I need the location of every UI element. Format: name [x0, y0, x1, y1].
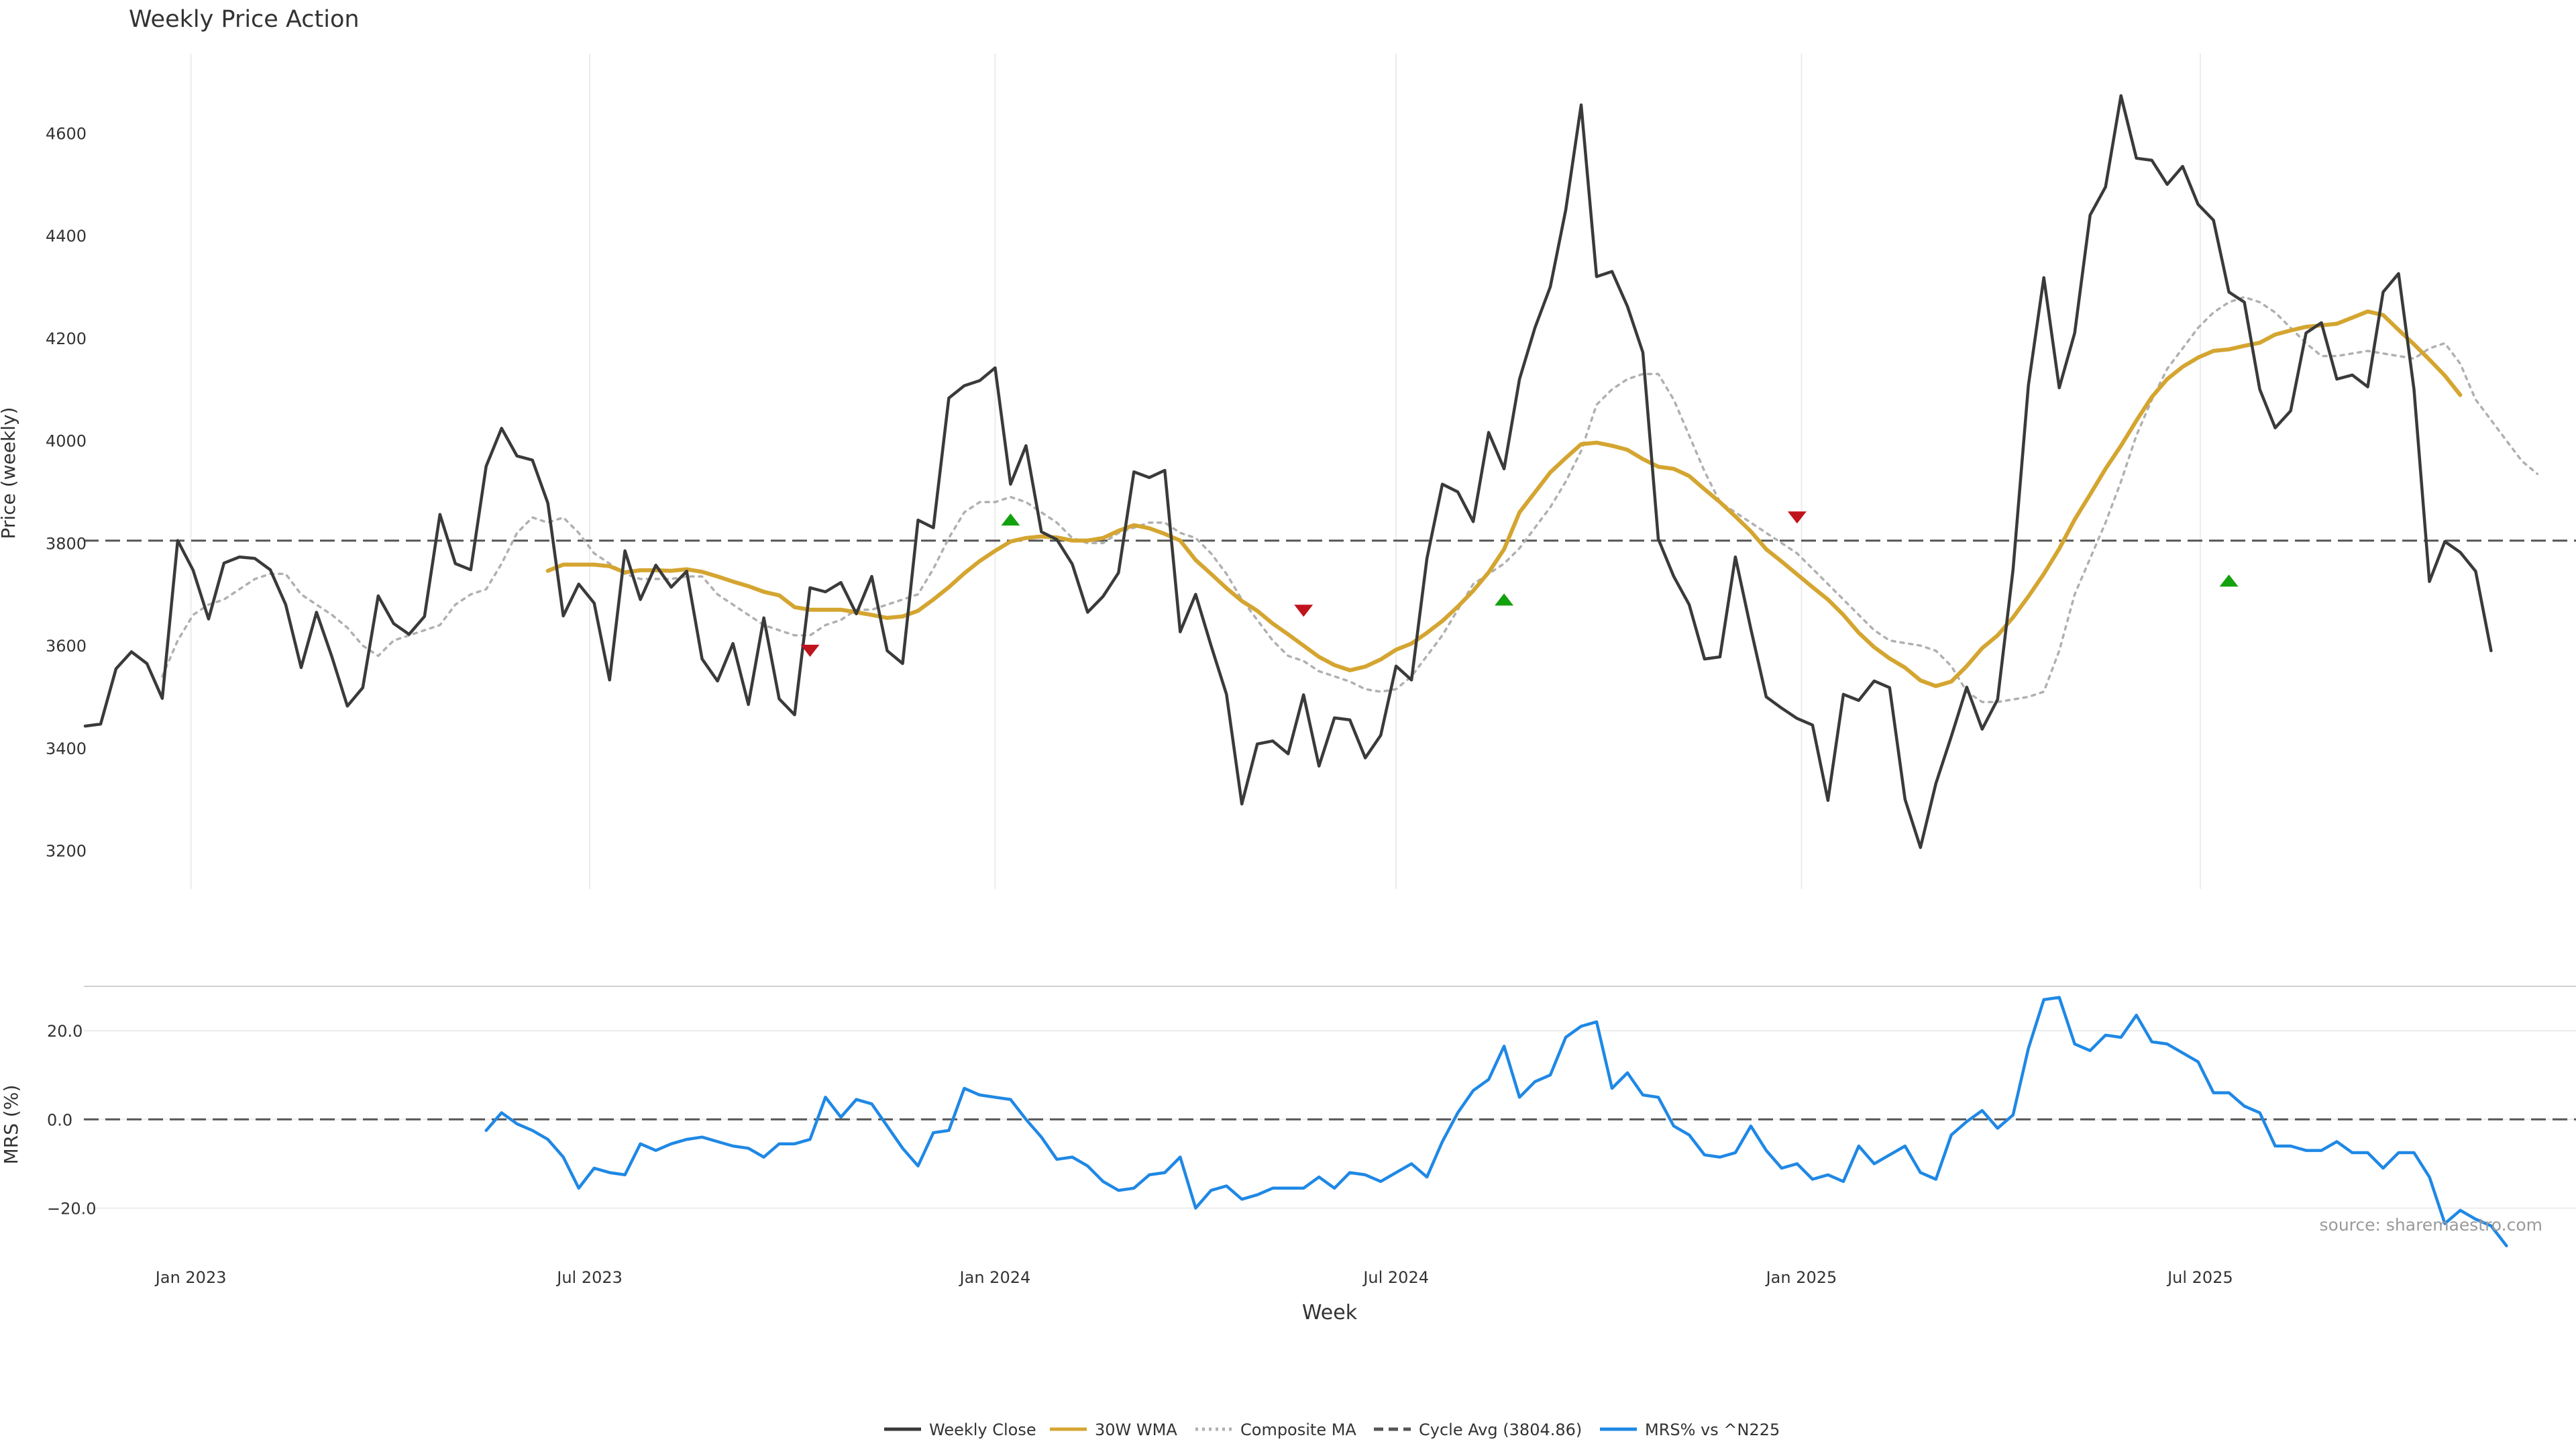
price-y-tick-label: 3400: [46, 739, 87, 758]
buy-signal-marker: [1495, 593, 1514, 606]
buy-signal-marker: [2219, 574, 2239, 587]
buy-signal-marker: [1001, 513, 1020, 526]
price-y-tick-label: 3200: [46, 842, 87, 861]
x-tick-label: Jan 2024: [959, 1268, 1031, 1287]
price-y-tick-label: 4600: [46, 124, 87, 143]
wma-30-line: [545, 309, 2463, 688]
x-tick-label: Jan 2025: [1765, 1268, 1837, 1287]
sell-signal-marker: [800, 644, 820, 657]
price-y-tick-label: 3600: [46, 637, 87, 656]
chart-title: Weekly Price Action: [129, 6, 360, 33]
price-y-tick-label: 4200: [46, 329, 87, 348]
legend-label: MRS% vs ^N225: [1645, 1420, 1780, 1439]
legend: Weekly Close 30W WMA Composite MA Cycle Avg…: [884, 1420, 1780, 1439]
x-axis-label: Week: [1302, 1301, 1358, 1325]
x-tick-label: Jul 2023: [555, 1268, 623, 1287]
x-tick-label: Jul 2025: [2166, 1268, 2233, 1287]
x-tick-label: Jan 2023: [154, 1268, 227, 1287]
legend-label: 30W WMA: [1095, 1420, 1177, 1439]
price-y-axis-label: Price (weekly): [0, 407, 19, 539]
composite-ma-line: [161, 296, 2539, 703]
series-layer: [83, 94, 2576, 1247]
mrs-y-tick-label: 0.0: [47, 1110, 72, 1129]
weekly-close-line: [83, 94, 2493, 849]
price-y-tick-label: 4000: [46, 432, 87, 451]
grid-layer: [84, 54, 2576, 1209]
legend-label: Cycle Avg (3804.86): [1419, 1420, 1582, 1439]
sell-signal-marker: [1787, 511, 1807, 524]
signal-markers: [800, 511, 2239, 657]
mrs-y-axis-label: MRS (%): [0, 1085, 22, 1165]
price-y-tick-label: 3800: [46, 534, 87, 553]
source-note: source: sharemaestro.com: [2320, 1215, 2543, 1235]
mrs-line: [484, 996, 2508, 1247]
mrs-y-tick-label: 20.0: [47, 1022, 83, 1041]
sell-signal-marker: [1294, 605, 1313, 617]
axis-layer: Jan 2023 Jul 2023 Jan 2024 Jul 2024 Jan 2025…: [46, 124, 2233, 1287]
price-y-tick-label: 4400: [46, 227, 87, 246]
legend-label: Weekly Close: [929, 1420, 1036, 1439]
legend-label: Composite MA: [1240, 1420, 1356, 1439]
mrs-y-tick-label: −20.0: [47, 1200, 97, 1218]
x-tick-label: Jul 2024: [1362, 1268, 1429, 1287]
